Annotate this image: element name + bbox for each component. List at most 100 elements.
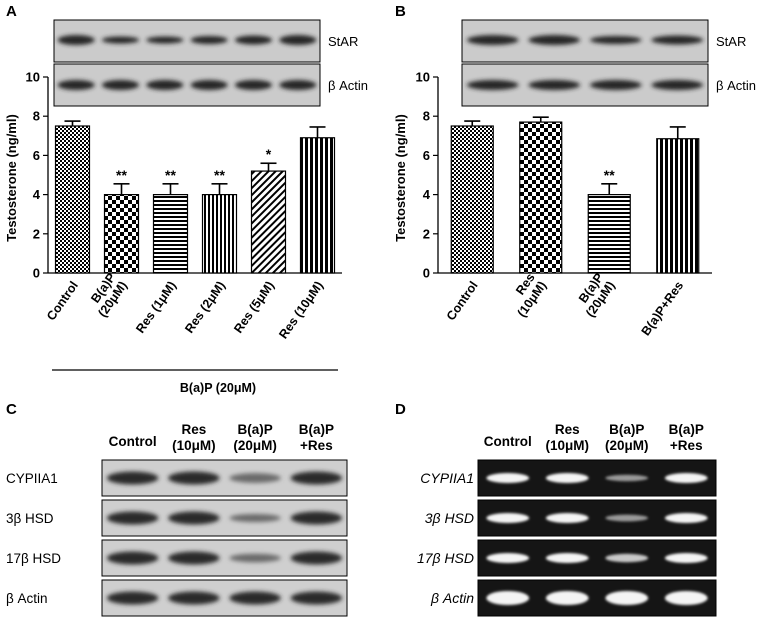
panel-b-actin-band-1	[466, 80, 519, 90]
panel-a-star-band-4	[190, 36, 228, 44]
panel-d-band-r4-c4	[664, 591, 708, 605]
panel-c-band-r3-c4	[290, 551, 343, 565]
panel-d-band-r1-c3	[605, 474, 649, 482]
panel-a-star-label: StAR	[328, 34, 358, 49]
panel-a-significance-2: **	[116, 167, 127, 183]
panel-a-star-bands	[57, 35, 317, 45]
panel-a-actin-bands	[57, 80, 317, 90]
panel-d-band-r4-c1	[486, 591, 530, 605]
panel-c-band-r2-c1	[106, 511, 159, 525]
panel-a-xtick-label-5: Res (5μM)	[231, 279, 277, 336]
panel-b-actin-band-2	[528, 80, 581, 90]
panel-a-ytick-label-4: 4	[33, 187, 41, 202]
panel-d-band-r2-c1	[486, 513, 530, 523]
panel-d-band-r2-c4	[664, 513, 708, 523]
panel-a-actin-band-1	[57, 80, 95, 90]
panel-a-xtick-label-3: Res (1μM)	[133, 279, 179, 336]
panel-a-ytick-label-8: 8	[33, 109, 40, 124]
panel-c-column-header-4: B(a)P +Res	[299, 422, 334, 453]
panel-b-actin-band-4	[651, 80, 704, 90]
panel-c-band-r4-c2	[168, 591, 220, 605]
panel-d-row-label-4: β Actin	[430, 590, 474, 606]
panel-a-significance-3: **	[165, 167, 176, 183]
panel-b-ytick-label-10: 10	[416, 70, 430, 85]
panel-a-bar-6	[299, 137, 336, 274]
panel-d-band-r1-c4	[664, 473, 708, 483]
panel-a-xtick-label-6: Res (10μM)	[276, 279, 326, 342]
panel-c-western-blot: Control Res (10μM) B(a)P (20μM) B(a)P +Res CYPI…	[6, 422, 348, 617]
panel-d-row-label-2: 3β HSD	[425, 510, 474, 526]
panel-a-chart: Testosterone (ng/ml) B(a)P (20μM) 0 2 4 6 8 1…	[4, 70, 342, 395]
panel-a-actin-band-6	[279, 80, 317, 90]
panel-b-actin-band-3	[589, 80, 642, 90]
panel-b-bar-2	[519, 121, 563, 274]
panel-b-star-band-3	[589, 36, 642, 44]
panel-b-actin-label: β Actin	[716, 78, 756, 93]
panel-a-actin-band-4	[190, 80, 228, 90]
panel-c-column-header-2: Res (10μM)	[172, 422, 216, 453]
panel-d-row-label-3: 17β HSD	[417, 550, 474, 566]
panel-a-xtick-label-1: Control	[44, 279, 81, 323]
panel-c-band-r2-c3	[229, 513, 281, 523]
panel-b-star-label: StAR	[716, 34, 746, 49]
panel-a-bar-5	[250, 170, 287, 274]
panel-a-star-band-3	[146, 36, 184, 44]
panel-c-band-r3-c1	[106, 551, 159, 565]
panel-d-column-header-2: Res (10μM)	[545, 422, 589, 453]
panel-letter-c: C	[6, 401, 17, 418]
panel-b-xtick-label-4: B(a)P+Res	[639, 279, 687, 339]
panel-d-column-header-1: Control	[484, 434, 532, 449]
panel-b-significance-3: **	[604, 167, 615, 183]
panel-a-ytick-label-2: 2	[33, 226, 40, 241]
panel-a-significance-4: **	[214, 167, 225, 183]
panel-letter-a: A	[6, 3, 17, 20]
panel-d-band-r4-c3	[605, 591, 649, 605]
panel-b-ytick-label-6: 6	[423, 148, 430, 163]
panel-d-rtpcr-gel: Control Res (10μM) B(a)P (20μM) B(a)P +Res CYPI…	[417, 422, 717, 617]
panel-c-column-header-1: Control	[109, 434, 157, 449]
panel-c-band-r3-c2	[168, 551, 220, 565]
panel-a-actin-label: β Actin	[328, 78, 368, 93]
panel-c-band-r1-c4	[290, 471, 343, 485]
panel-d-band-r3-c2	[545, 553, 589, 563]
panel-d-band-r1-c1	[486, 473, 530, 483]
panel-a-actin-band-3	[146, 80, 184, 90]
panel-a-star-band-2	[101, 36, 140, 44]
panel-a-star-band-6	[279, 35, 317, 45]
panel-c-band-r1-c2	[168, 471, 220, 485]
panel-b-chart: Testosterone (ng/ml) 0 2 4 6 8 10 Control Res(1…	[393, 70, 712, 339]
panel-d-band-r4-c2	[545, 591, 589, 605]
panel-d-row-label-1: CYPIIA1	[420, 470, 474, 486]
panel-b-bar-1	[450, 125, 494, 274]
panel-d-band-r2-c2	[545, 513, 589, 523]
panel-d-band-r2-c3	[605, 514, 649, 522]
panel-b-ytick-label-2: 2	[423, 226, 430, 241]
panel-b-star-band-2	[528, 35, 581, 45]
panel-b-ytick-label-8: 8	[423, 109, 430, 124]
panel-a-significance-5: *	[266, 146, 272, 162]
panel-d-column-header-3: B(a)P (20μM)	[605, 422, 649, 453]
panel-a-star-band-5	[234, 35, 273, 45]
panel-c-band-r1-c3	[229, 473, 281, 483]
panel-b-xtick-label-1: Control	[444, 279, 481, 323]
panel-c-band-r3-c3	[229, 553, 281, 563]
panel-letter-d: D	[395, 401, 406, 418]
panel-c-band-r2-c4	[290, 511, 343, 525]
panel-c-band-r1-c1	[106, 471, 159, 485]
panel-a-bar-4	[201, 194, 238, 274]
panel-a-bar-1	[54, 125, 91, 274]
panel-d-band-r3-c4	[664, 553, 708, 563]
panel-b-ylabel: Testosterone (ng/ml)	[393, 114, 408, 242]
panel-b-ytick-label-4: 4	[423, 187, 431, 202]
panel-letter-b: B	[395, 3, 406, 20]
panel-a-actin-blot	[53, 63, 321, 107]
panel-a-actin-band-2	[101, 80, 140, 90]
panel-c-row-label-1: CYPIIA1	[6, 471, 58, 486]
panel-a-bar-3	[152, 194, 189, 274]
panel-a-bar-2	[103, 194, 140, 274]
panel-d-band-r3-c3	[605, 553, 649, 563]
panel-a-ytick-label-6: 6	[33, 148, 40, 163]
panel-c-row-label-2: 3β HSD	[6, 511, 54, 526]
panel-d-band-r3-c1	[486, 553, 530, 563]
